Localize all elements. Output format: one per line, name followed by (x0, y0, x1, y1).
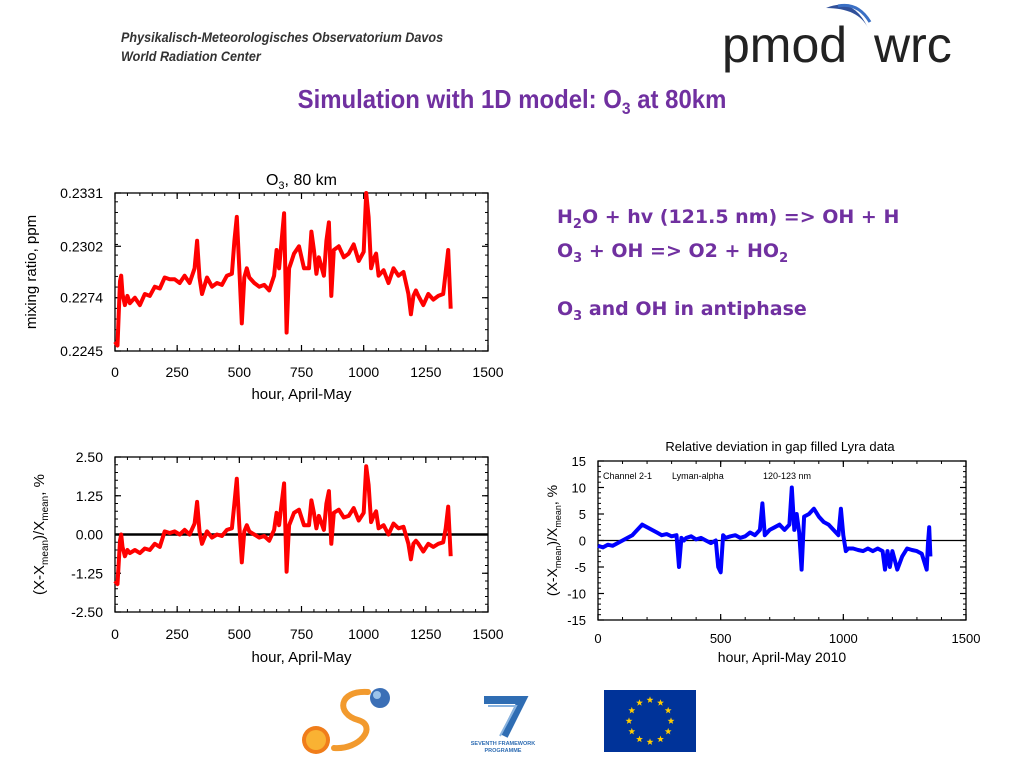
x-tick-label: 1250 (410, 626, 441, 642)
fp7-text-line1: SEVENTH FRAMEWORK (471, 741, 536, 747)
series-line (597, 485, 933, 575)
chart-annotation: 120-123 nm (763, 471, 811, 481)
x-tick-label: 250 (165, 364, 189, 380)
series-line (113, 191, 453, 348)
y-tick-label: 0 (579, 534, 586, 549)
y-tick-label: -2.50 (71, 604, 103, 620)
x-tick-label: 1500 (472, 626, 503, 642)
x-axis-label: hour, April-May 2010 (718, 649, 847, 665)
x-tick-label: 750 (290, 364, 314, 380)
x-tick-label: 1500 (472, 364, 503, 380)
eu-star-icon (667, 717, 675, 724)
title-subscript: 3 (621, 99, 631, 119)
y-tick-label: 15 (572, 454, 586, 469)
organization-line2: World Radiation Center (121, 48, 261, 64)
x-tick-label: 1250 (410, 364, 441, 380)
y-tick-label: -1.25 (71, 565, 103, 581)
x-tick-label: 500 (228, 626, 252, 642)
y-tick-label: 0.2245 (60, 343, 103, 359)
reaction-line-1: H2O + hv (121.5 nm) => OH + H (557, 206, 900, 232)
x-tick-label: 250 (165, 626, 189, 642)
x-tick-label: 0 (594, 631, 601, 646)
eu-star-icon (628, 706, 636, 714)
series-line (113, 464, 453, 587)
fp7-text-line2: PROGRAMME (485, 748, 522, 754)
y-tick-label: -15 (567, 613, 586, 628)
eu-star-icon (657, 735, 664, 743)
eu-star-icon (664, 727, 672, 735)
logo-pmod-text: pmod (722, 17, 847, 73)
x-tick-label: 0 (111, 626, 119, 642)
chart-title: Relative deviation in gap filled Lyra da… (665, 439, 895, 454)
y-tick-label: 0.00 (76, 527, 103, 543)
x-tick-label: 500 (228, 364, 252, 380)
y-tick-label: 5 (579, 507, 586, 522)
x-axis-label: hour, April-May (251, 649, 352, 666)
reaction-line-3: O3 and OH in antiphase (557, 297, 807, 324)
x-tick-label: 500 (710, 631, 732, 646)
x-tick-label: 750 (290, 626, 314, 642)
slide-title: Simulation with 1D model: O3 at 80km (41, 84, 983, 119)
y-tick-label: 0.2302 (60, 238, 103, 254)
x-axis-label: hour, April-May (251, 386, 352, 403)
pmod-wrc-logo: pmod wrc (722, 3, 952, 73)
y-axis-label: (X-Xmean)/Xmean, % (31, 474, 51, 595)
eu-flag-icon (604, 690, 696, 752)
chart-annotation: Lyman-alpha (672, 471, 724, 481)
x-tick-label: 1000 (348, 364, 379, 380)
title-prefix: Simulation with 1D model: O (297, 84, 622, 114)
y-tick-label: 1.25 (76, 488, 103, 504)
fp7-logo-icon: SEVENTH FRAMEWORK PROGRAMME (471, 696, 536, 754)
logo-arc-icon (826, 4, 868, 29)
y-axis-label: mixing ratio, ppm (23, 215, 40, 329)
solar-s-logo-icon (302, 688, 390, 754)
y-tick-label: 0.2331 (60, 185, 103, 201)
x-tick-label: 1000 (348, 626, 379, 642)
x-tick-label: 1500 (952, 631, 981, 646)
eu-star-icon (646, 738, 654, 745)
eu-star-icon (636, 699, 643, 706)
title-suffix: at 80km (630, 84, 727, 114)
logo-wrc-text: wrc (873, 17, 952, 73)
y-axis-label: (X-Xmean)/Xmean, % (544, 485, 563, 596)
organization-name: Physikalisch-Meteorologisches Observator… (121, 28, 443, 66)
chart-annotation: Channel 2-1 (603, 471, 652, 481)
eu-star-icon (646, 696, 654, 703)
eu-star-icon (657, 699, 664, 706)
y-tick-label: -5 (574, 560, 586, 575)
reaction-notes: H2O + hv (121.5 nm) => OH + H O3 + OH =>… (557, 204, 899, 329)
eu-star-icon (625, 717, 633, 724)
eu-star-icon (664, 706, 672, 714)
organization-line1: Physikalisch-Meteorologisches Observator… (121, 29, 444, 45)
eu-star-icon (628, 727, 636, 735)
reaction-line-2: O3 + OH => O2 + HO2 (557, 239, 789, 266)
y-tick-label: -10 (567, 587, 586, 602)
y-tick-label: 2.50 (76, 449, 103, 465)
eu-star-icon (636, 735, 643, 743)
x-tick-label: 1000 (829, 631, 858, 646)
y-tick-label: 0.2274 (60, 290, 103, 306)
y-tick-label: 10 (572, 481, 586, 496)
x-tick-label: 0 (111, 364, 119, 380)
chart-title: O3, 80 km (266, 172, 337, 192)
